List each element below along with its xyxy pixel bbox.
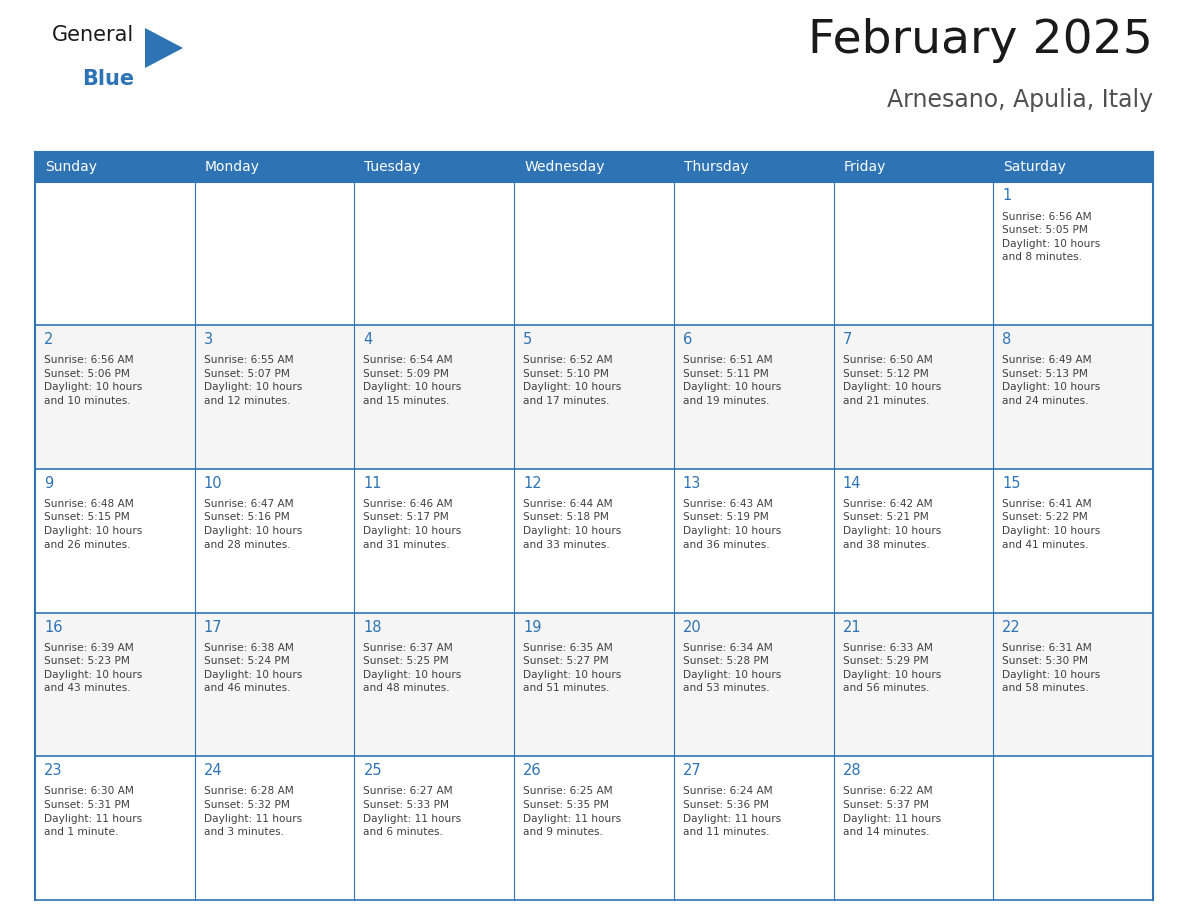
Text: 28: 28 xyxy=(842,763,861,778)
Text: Sunrise: 6:25 AM
Sunset: 5:35 PM
Daylight: 11 hours
and 9 minutes.: Sunrise: 6:25 AM Sunset: 5:35 PM Dayligh… xyxy=(523,787,621,837)
Text: Sunrise: 6:27 AM
Sunset: 5:33 PM
Daylight: 11 hours
and 6 minutes.: Sunrise: 6:27 AM Sunset: 5:33 PM Dayligh… xyxy=(364,787,462,837)
Text: 7: 7 xyxy=(842,332,852,347)
Text: Sunrise: 6:56 AM
Sunset: 5:05 PM
Daylight: 10 hours
and 8 minutes.: Sunrise: 6:56 AM Sunset: 5:05 PM Dayligh… xyxy=(1003,211,1100,263)
Text: Sunrise: 6:43 AM
Sunset: 5:19 PM
Daylight: 10 hours
and 36 minutes.: Sunrise: 6:43 AM Sunset: 5:19 PM Dayligh… xyxy=(683,498,781,550)
Text: 19: 19 xyxy=(523,620,542,634)
Text: Sunrise: 6:52 AM
Sunset: 5:10 PM
Daylight: 10 hours
and 17 minutes.: Sunrise: 6:52 AM Sunset: 5:10 PM Dayligh… xyxy=(523,355,621,406)
Text: Sunrise: 6:30 AM
Sunset: 5:31 PM
Daylight: 11 hours
and 1 minute.: Sunrise: 6:30 AM Sunset: 5:31 PM Dayligh… xyxy=(44,787,143,837)
Text: Sunrise: 6:48 AM
Sunset: 5:15 PM
Daylight: 10 hours
and 26 minutes.: Sunrise: 6:48 AM Sunset: 5:15 PM Dayligh… xyxy=(44,498,143,550)
Text: Sunrise: 6:39 AM
Sunset: 5:23 PM
Daylight: 10 hours
and 43 minutes.: Sunrise: 6:39 AM Sunset: 5:23 PM Dayligh… xyxy=(44,643,143,693)
Text: 23: 23 xyxy=(44,763,63,778)
Text: Sunrise: 6:37 AM
Sunset: 5:25 PM
Daylight: 10 hours
and 48 minutes.: Sunrise: 6:37 AM Sunset: 5:25 PM Dayligh… xyxy=(364,643,462,693)
Text: 6: 6 xyxy=(683,332,693,347)
Bar xyxy=(34,182,1154,325)
Text: Sunrise: 6:56 AM
Sunset: 5:06 PM
Daylight: 10 hours
and 10 minutes.: Sunrise: 6:56 AM Sunset: 5:06 PM Dayligh… xyxy=(44,355,143,406)
Text: Tuesday: Tuesday xyxy=(365,160,421,174)
Text: 5: 5 xyxy=(523,332,532,347)
Text: 10: 10 xyxy=(203,476,222,491)
Text: Sunrise: 6:22 AM
Sunset: 5:37 PM
Daylight: 11 hours
and 14 minutes.: Sunrise: 6:22 AM Sunset: 5:37 PM Dayligh… xyxy=(842,787,941,837)
Text: 8: 8 xyxy=(1003,332,1011,347)
Text: General: General xyxy=(52,25,134,45)
Bar xyxy=(34,612,1154,756)
Text: Sunrise: 6:55 AM
Sunset: 5:07 PM
Daylight: 10 hours
and 12 minutes.: Sunrise: 6:55 AM Sunset: 5:07 PM Dayligh… xyxy=(203,355,302,406)
Text: 25: 25 xyxy=(364,763,383,778)
Text: Sunrise: 6:44 AM
Sunset: 5:18 PM
Daylight: 10 hours
and 33 minutes.: Sunrise: 6:44 AM Sunset: 5:18 PM Dayligh… xyxy=(523,498,621,550)
Text: 11: 11 xyxy=(364,476,381,491)
Text: 18: 18 xyxy=(364,620,381,634)
Text: 2: 2 xyxy=(44,332,53,347)
Text: 27: 27 xyxy=(683,763,702,778)
Text: Sunrise: 6:38 AM
Sunset: 5:24 PM
Daylight: 10 hours
and 46 minutes.: Sunrise: 6:38 AM Sunset: 5:24 PM Dayligh… xyxy=(203,643,302,693)
Text: Sunrise: 6:41 AM
Sunset: 5:22 PM
Daylight: 10 hours
and 41 minutes.: Sunrise: 6:41 AM Sunset: 5:22 PM Dayligh… xyxy=(1003,498,1100,550)
Text: February 2025: February 2025 xyxy=(808,18,1154,63)
Text: 21: 21 xyxy=(842,620,861,634)
Text: Friday: Friday xyxy=(843,160,886,174)
Text: 22: 22 xyxy=(1003,620,1020,634)
Text: Wednesday: Wednesday xyxy=(524,160,605,174)
Text: Sunrise: 6:54 AM
Sunset: 5:09 PM
Daylight: 10 hours
and 15 minutes.: Sunrise: 6:54 AM Sunset: 5:09 PM Dayligh… xyxy=(364,355,462,406)
Text: Arnesano, Apulia, Italy: Arnesano, Apulia, Italy xyxy=(887,88,1154,112)
Text: 24: 24 xyxy=(203,763,222,778)
Text: Sunrise: 6:31 AM
Sunset: 5:30 PM
Daylight: 10 hours
and 58 minutes.: Sunrise: 6:31 AM Sunset: 5:30 PM Dayligh… xyxy=(1003,643,1100,693)
Bar xyxy=(34,469,1154,612)
Text: Sunrise: 6:47 AM
Sunset: 5:16 PM
Daylight: 10 hours
and 28 minutes.: Sunrise: 6:47 AM Sunset: 5:16 PM Dayligh… xyxy=(203,498,302,550)
Text: Saturday: Saturday xyxy=(1004,160,1066,174)
Text: Sunrise: 6:51 AM
Sunset: 5:11 PM
Daylight: 10 hours
and 19 minutes.: Sunrise: 6:51 AM Sunset: 5:11 PM Dayligh… xyxy=(683,355,781,406)
Text: Sunrise: 6:42 AM
Sunset: 5:21 PM
Daylight: 10 hours
and 38 minutes.: Sunrise: 6:42 AM Sunset: 5:21 PM Dayligh… xyxy=(842,498,941,550)
Text: 4: 4 xyxy=(364,332,373,347)
Text: 26: 26 xyxy=(523,763,542,778)
Text: Blue: Blue xyxy=(82,69,134,89)
Text: Sunrise: 6:34 AM
Sunset: 5:28 PM
Daylight: 10 hours
and 53 minutes.: Sunrise: 6:34 AM Sunset: 5:28 PM Dayligh… xyxy=(683,643,781,693)
Text: 14: 14 xyxy=(842,476,861,491)
Text: 15: 15 xyxy=(1003,476,1020,491)
Text: Sunrise: 6:50 AM
Sunset: 5:12 PM
Daylight: 10 hours
and 21 minutes.: Sunrise: 6:50 AM Sunset: 5:12 PM Dayligh… xyxy=(842,355,941,406)
Text: 9: 9 xyxy=(44,476,53,491)
Text: Monday: Monday xyxy=(204,160,260,174)
Text: Sunrise: 6:24 AM
Sunset: 5:36 PM
Daylight: 11 hours
and 11 minutes.: Sunrise: 6:24 AM Sunset: 5:36 PM Dayligh… xyxy=(683,787,781,837)
Text: Thursday: Thursday xyxy=(684,160,748,174)
Bar xyxy=(34,756,1154,900)
Text: Sunrise: 6:33 AM
Sunset: 5:29 PM
Daylight: 10 hours
and 56 minutes.: Sunrise: 6:33 AM Sunset: 5:29 PM Dayligh… xyxy=(842,643,941,693)
Text: Sunrise: 6:46 AM
Sunset: 5:17 PM
Daylight: 10 hours
and 31 minutes.: Sunrise: 6:46 AM Sunset: 5:17 PM Dayligh… xyxy=(364,498,462,550)
Bar xyxy=(34,325,1154,469)
Text: 3: 3 xyxy=(203,332,213,347)
Text: Sunrise: 6:35 AM
Sunset: 5:27 PM
Daylight: 10 hours
and 51 minutes.: Sunrise: 6:35 AM Sunset: 5:27 PM Dayligh… xyxy=(523,643,621,693)
Text: 20: 20 xyxy=(683,620,702,634)
Text: 17: 17 xyxy=(203,620,222,634)
Text: 1: 1 xyxy=(1003,188,1011,204)
Text: Sunrise: 6:49 AM
Sunset: 5:13 PM
Daylight: 10 hours
and 24 minutes.: Sunrise: 6:49 AM Sunset: 5:13 PM Dayligh… xyxy=(1003,355,1100,406)
Polygon shape xyxy=(145,28,183,68)
Bar xyxy=(34,152,1154,182)
Text: 12: 12 xyxy=(523,476,542,491)
Text: Sunrise: 6:28 AM
Sunset: 5:32 PM
Daylight: 11 hours
and 3 minutes.: Sunrise: 6:28 AM Sunset: 5:32 PM Dayligh… xyxy=(203,787,302,837)
Text: 16: 16 xyxy=(44,620,63,634)
Text: Sunday: Sunday xyxy=(45,160,97,174)
Text: 13: 13 xyxy=(683,476,701,491)
